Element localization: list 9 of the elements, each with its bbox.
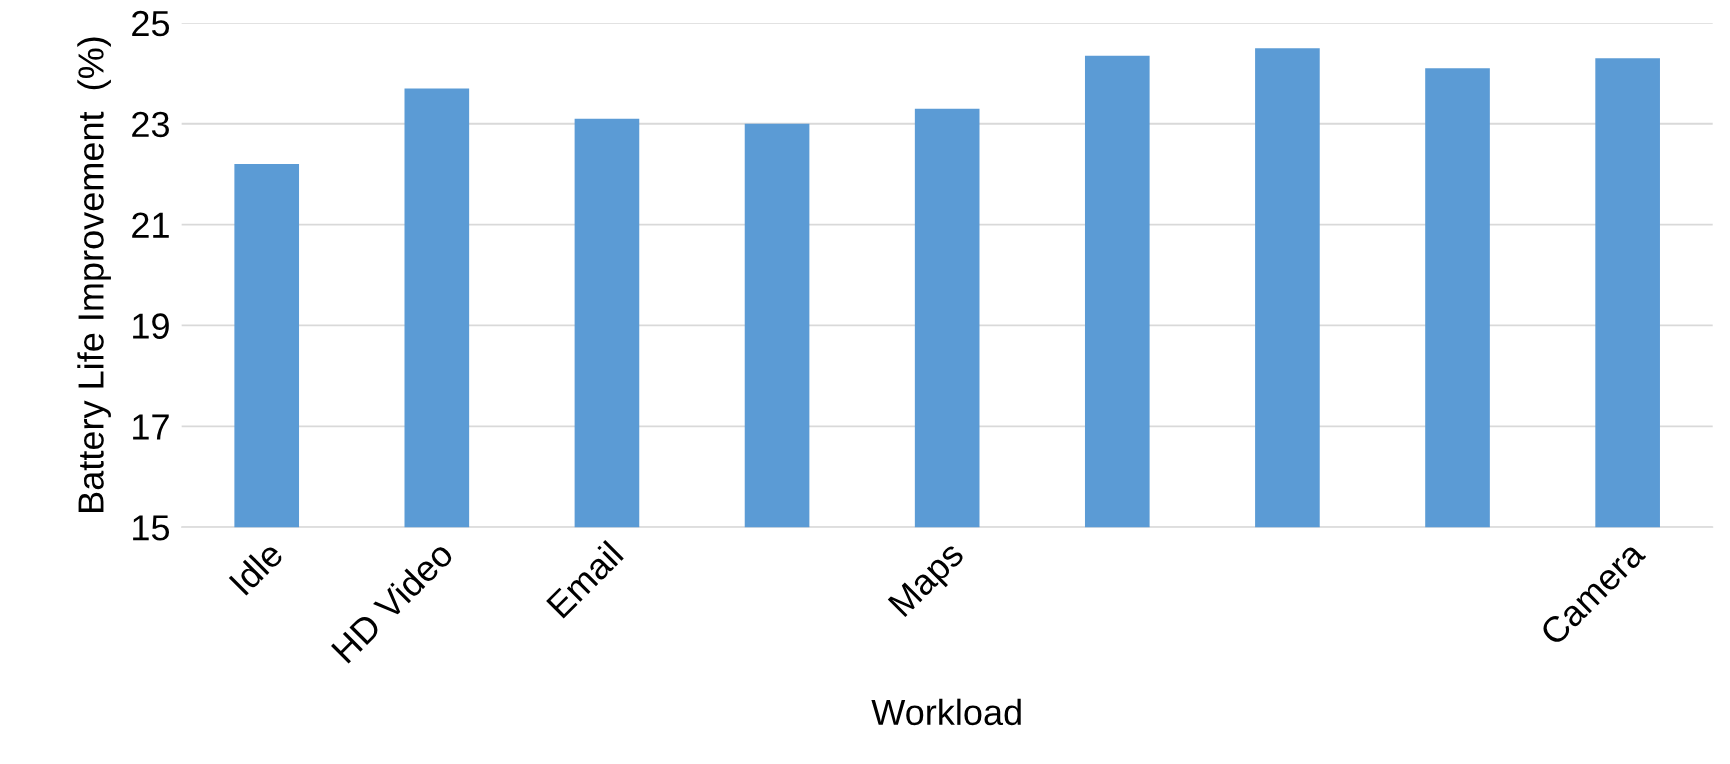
- x-tick-label: Idle: [227, 539, 285, 596]
- y-tick-label: 23: [132, 111, 169, 138]
- y-tick-label: 21: [132, 212, 169, 238]
- y-tick-label: 15: [133, 515, 170, 541]
- y-tick-label: 19: [133, 313, 169, 339]
- y-axis-title: Battery Life Improvement (%): [77, 37, 111, 512]
- y-tick-label: 25: [132, 10, 170, 37]
- y-tick-label: 17: [133, 414, 169, 440]
- x-axis-title: Workload: [871, 698, 1021, 726]
